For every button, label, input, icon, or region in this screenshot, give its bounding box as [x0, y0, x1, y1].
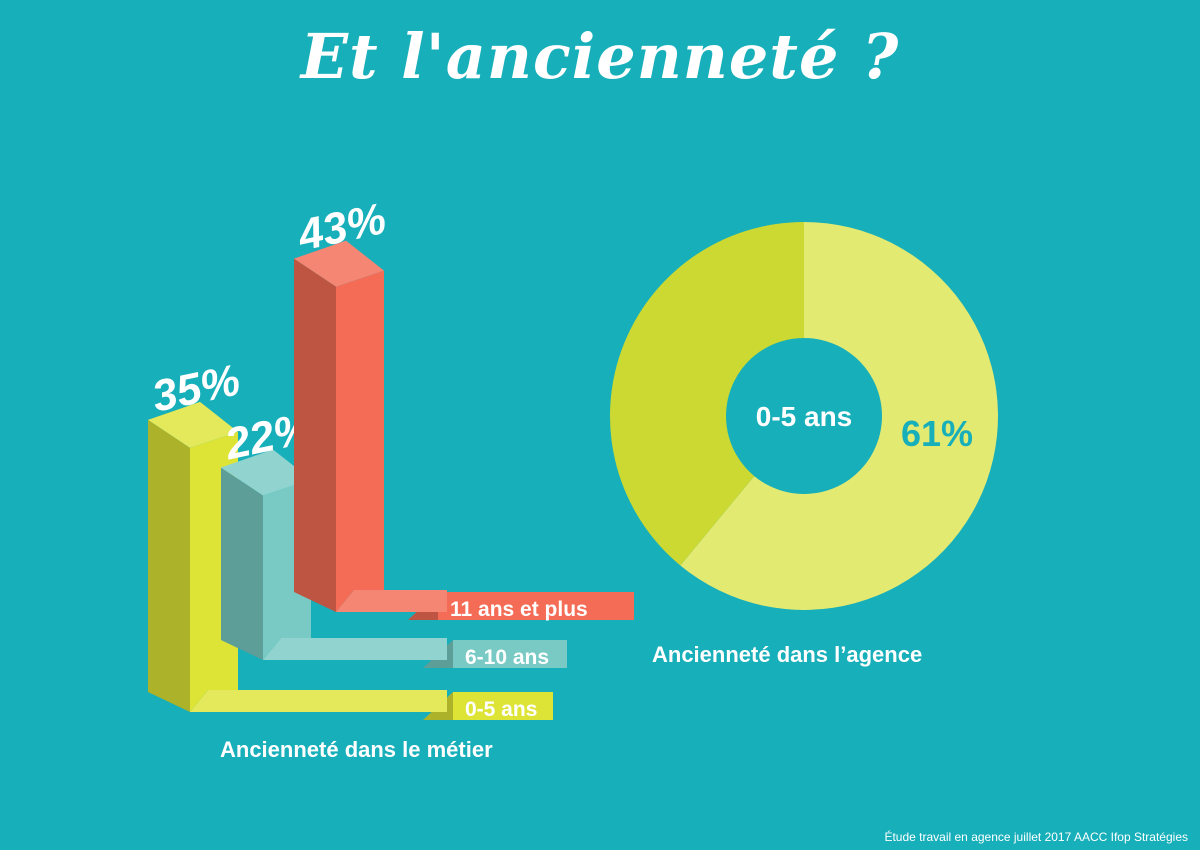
category-label: 6-10 ans	[465, 646, 549, 669]
category-label: 0-5 ans	[465, 698, 537, 721]
donut-value-label: 61%	[901, 413, 973, 454]
bar-top	[148, 401, 238, 448]
value-label: 43%	[293, 194, 390, 260]
donut-slice-0-5-ans	[680, 222, 998, 610]
donut-chart-agence: 0-5 ans 61%	[609, 222, 998, 610]
donut-slice-other	[609, 222, 804, 566]
donut-center-label: 0-5 ans	[756, 401, 853, 432]
bar-top	[221, 449, 311, 496]
bar-11-ans-et-plus: 11 ans et plus 43%	[293, 194, 634, 621]
bar-arm	[336, 590, 447, 612]
bar-side	[221, 467, 263, 660]
page-title: Et l'ancienneté ?	[300, 20, 900, 93]
value-label: 35%	[148, 355, 244, 421]
bar-top	[294, 240, 384, 287]
source-note: Étude travail en agence juillet 2017 AAC…	[884, 830, 1188, 844]
donut-chart-caption: Ancienneté dans l’agence	[652, 642, 923, 667]
bar-arm	[263, 638, 447, 660]
bar-side	[294, 258, 336, 612]
bar-chart-caption: Ancienneté dans le métier	[220, 737, 493, 762]
bar-tag	[453, 640, 567, 668]
category-label: 11 ans et plus	[450, 598, 588, 621]
bar-tag	[438, 592, 634, 620]
bar-front	[336, 270, 384, 612]
bar-side	[148, 419, 190, 712]
bar-arm	[190, 690, 447, 712]
bar-tag	[453, 692, 553, 720]
